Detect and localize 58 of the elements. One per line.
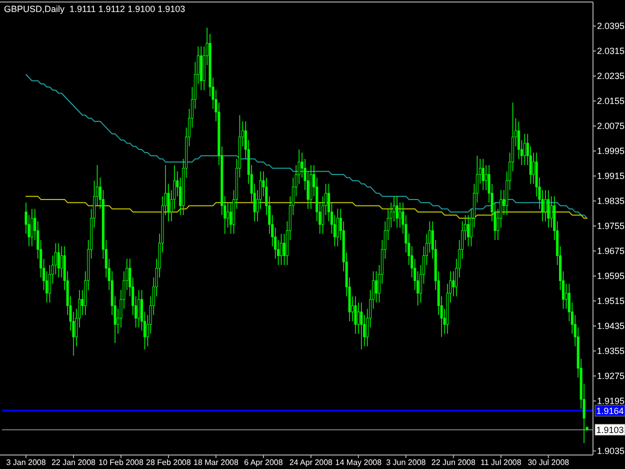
candlestick <box>226 202 230 228</box>
candlestick <box>467 214 470 247</box>
y-tick-label: 2.0235 <box>597 71 625 82</box>
y-tick-label: 1.9755 <box>597 221 625 232</box>
candlestick <box>523 133 526 166</box>
candlestick <box>532 152 535 184</box>
y-tick-label: 1.9595 <box>597 271 625 282</box>
y-tick-label: 1.9515 <box>597 296 625 306</box>
x-tick-label: 14 May 2008 <box>335 458 382 467</box>
x-tick-label: 18 Mar 2008 <box>194 458 239 467</box>
y-tick-label: 2.0395 <box>597 21 625 32</box>
chart-title: GBPUSD,Daily 1.9111 1.9112 1.9100 1.9103 <box>4 4 186 14</box>
candlestick <box>452 270 455 297</box>
candlestick <box>550 196 553 228</box>
x-tick-label: 22 Jan 2008 <box>51 458 96 467</box>
candlestick <box>374 270 378 303</box>
y-tick-label: 2.0075 <box>597 121 625 132</box>
candlestick <box>138 290 140 328</box>
ref-line-label: 1.9103 <box>596 424 624 435</box>
y-tick-label: 1.9995 <box>597 146 625 156</box>
candlestick <box>396 196 398 228</box>
candlestick <box>282 233 286 266</box>
ref-line-label: 1.9164 <box>596 406 624 416</box>
x-tick-label: 6 Apr 2008 <box>244 458 284 467</box>
candlestick <box>398 202 402 228</box>
y-tick-label: 1.9355 <box>597 346 625 356</box>
candlestick <box>336 208 339 247</box>
x-tick-label: 3 Jun 2008 <box>386 458 426 467</box>
y-tick-label: 2.0315 <box>597 46 625 56</box>
candlestick <box>280 233 283 266</box>
candlestick <box>230 202 232 234</box>
candlestick <box>544 190 547 222</box>
y-tick-label: 1.9675 <box>597 246 625 256</box>
x-tick-label: 11 Jul 2008 <box>480 458 522 467</box>
y-tick-label: 1.9035 <box>597 446 625 456</box>
x-tick-label: 10 Feb 2008 <box>98 458 144 467</box>
y-tick-label: 1.9835 <box>597 196 625 206</box>
x-tick-label: 28 Feb 2008 <box>146 458 192 467</box>
y-tick-label: 1.9915 <box>597 171 625 182</box>
candlestick <box>484 164 488 190</box>
y-tick-label: 1.9195 <box>597 396 625 406</box>
line-series <box>26 74 588 219</box>
x-tick-label: 24 Apr 2008 <box>289 458 334 467</box>
y-tick-label: 1.9435 <box>597 321 625 332</box>
y-tick-label: 2.0155 <box>597 96 625 106</box>
x-tick-label: 22 Jun 2008 <box>431 458 476 467</box>
x-tick-label: 3 Jan 2008 <box>6 458 46 467</box>
candlestick <box>482 158 484 190</box>
y-tick-label: 1.9275 <box>597 371 625 382</box>
candlestick <box>564 283 568 310</box>
candlestick <box>354 296 357 334</box>
candlestick <box>60 246 63 278</box>
candlestick <box>357 302 360 334</box>
candlestick <box>30 208 34 247</box>
candlestick <box>57 242 60 278</box>
candlestick <box>360 302 363 350</box>
x-tick-label: 30 Jul 2008 <box>528 458 570 467</box>
candlestick <box>547 190 550 228</box>
